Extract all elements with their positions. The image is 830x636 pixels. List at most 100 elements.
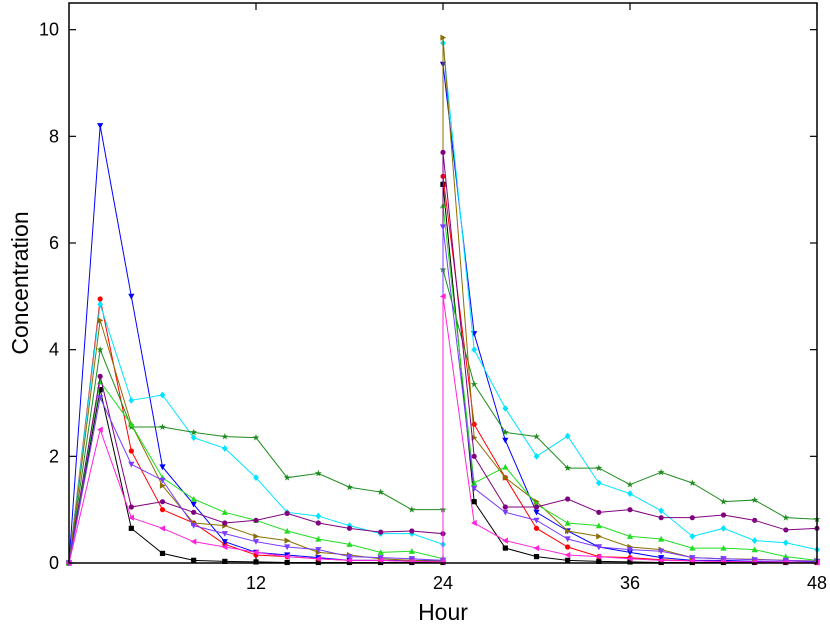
marker [159, 477, 166, 484]
marker [222, 520, 228, 526]
marker [658, 535, 665, 542]
marker [626, 533, 634, 539]
marker [533, 544, 540, 552]
marker [596, 509, 602, 515]
y-tick-label: 10 [39, 20, 59, 40]
marker [190, 538, 197, 545]
marker [221, 543, 228, 551]
marker [565, 527, 571, 535]
marker [346, 557, 353, 564]
plot-frame [68, 2, 818, 564]
marker [315, 549, 322, 556]
x-tick-label: 36 [620, 573, 640, 593]
marker [658, 507, 665, 515]
marker [533, 554, 540, 560]
marker [751, 557, 758, 563]
marker [502, 437, 509, 444]
x-tick-label: 24 [433, 573, 453, 593]
marker [564, 551, 571, 559]
marker [190, 428, 198, 436]
marker [658, 557, 664, 564]
marker [252, 549, 259, 556]
marker [284, 510, 290, 516]
marker [502, 537, 508, 544]
y-axis-label: Concentration [7, 211, 33, 354]
marker [720, 544, 727, 551]
marker [502, 545, 508, 551]
marker [565, 557, 571, 563]
marker [565, 544, 571, 550]
y-tick-label: 8 [49, 126, 59, 146]
marker [377, 555, 384, 561]
marker [97, 296, 103, 302]
marker [284, 537, 291, 544]
marker [626, 480, 634, 488]
marker [97, 395, 104, 401]
marker [284, 544, 291, 551]
marker [502, 509, 509, 516]
marker [191, 509, 197, 515]
marker [315, 512, 322, 520]
marker [159, 499, 166, 505]
marker [221, 531, 228, 537]
marker [627, 559, 633, 565]
marker [221, 539, 228, 545]
marker [501, 428, 509, 436]
marker [564, 519, 571, 526]
marker [222, 558, 228, 564]
marker [409, 528, 415, 534]
marker [533, 504, 540, 510]
marker [97, 123, 104, 129]
marker [471, 499, 477, 505]
marker [688, 479, 696, 486]
marker [595, 464, 603, 472]
marker [97, 426, 103, 433]
marker [782, 539, 789, 547]
y-tick-label: 2 [49, 446, 59, 466]
marker [471, 519, 477, 527]
marker [751, 537, 758, 544]
marker [658, 555, 665, 561]
marker [159, 482, 166, 489]
marker [471, 479, 478, 486]
marker [751, 546, 758, 553]
marker [253, 474, 259, 482]
marker [346, 554, 353, 560]
marker [346, 525, 353, 531]
marker [253, 559, 259, 565]
marker [533, 509, 540, 516]
marker [471, 346, 478, 354]
marker [533, 432, 540, 440]
marker [658, 548, 665, 555]
y-tick-label: 4 [49, 340, 59, 360]
marker [96, 346, 104, 353]
marker [502, 404, 509, 412]
marker [627, 490, 633, 498]
marker [440, 149, 446, 155]
marker [783, 527, 789, 533]
marker [720, 556, 727, 562]
marker [159, 423, 166, 430]
marker [159, 391, 166, 399]
marker [128, 461, 135, 468]
marker [689, 532, 696, 540]
marker [533, 517, 540, 524]
y-tick-label: 0 [49, 553, 59, 573]
marker [533, 452, 540, 460]
marker [471, 453, 477, 459]
marker [471, 485, 478, 492]
marker [128, 514, 134, 521]
marker [502, 504, 508, 510]
marker [564, 536, 571, 543]
marker [315, 555, 321, 562]
marker [190, 501, 197, 508]
marker [346, 541, 353, 547]
marker [782, 514, 790, 521]
marker [627, 507, 633, 513]
marker [377, 549, 384, 555]
marker [377, 488, 385, 496]
marker [377, 557, 384, 564]
marker [751, 496, 759, 504]
marker [626, 555, 633, 562]
